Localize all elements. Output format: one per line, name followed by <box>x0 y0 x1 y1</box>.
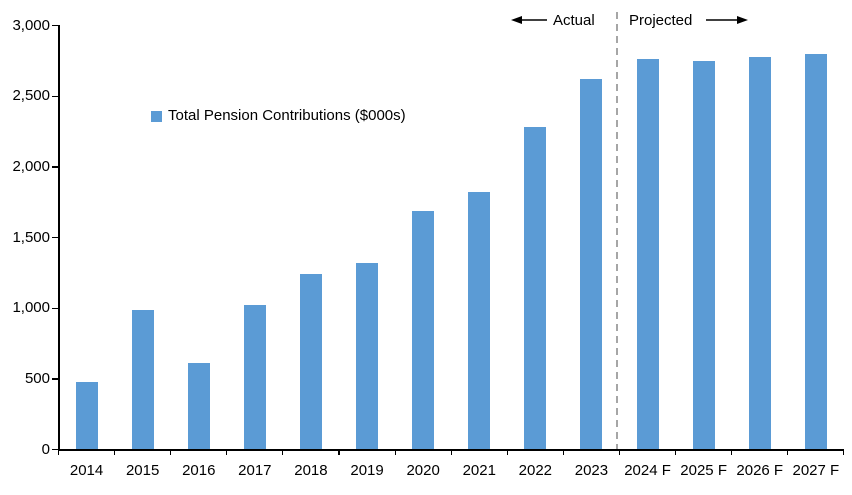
projected-right-arrow-icon <box>706 16 748 24</box>
bar-2019 <box>356 262 379 450</box>
bar-2024-f <box>636 59 659 450</box>
y-axis-tick <box>52 307 59 309</box>
x-axis-tick-label: 2022 <box>518 462 553 479</box>
bar-2015 <box>131 309 154 450</box>
bar-2027-f <box>804 53 827 450</box>
x-axis-tick <box>562 450 564 455</box>
x-axis-tick <box>618 450 621 455</box>
x-axis-tick <box>506 450 508 455</box>
bar-2014 <box>75 382 98 450</box>
x-axis-tick <box>170 450 172 455</box>
x-axis-tick-label: 2016 <box>182 462 216 479</box>
y-axis-tick <box>52 378 59 380</box>
x-axis-tick <box>338 450 340 455</box>
x-axis-tick <box>731 450 733 455</box>
x-axis-tick <box>282 450 284 455</box>
y-axis-tick-label: 1,000 <box>12 299 50 317</box>
x-axis-tick-label: 2025 F <box>680 462 727 479</box>
x-axis-tick <box>843 450 845 455</box>
x-axis-tick-label: 2014 <box>69 462 104 479</box>
x-axis-tick <box>394 450 396 455</box>
legend-color-swatch-icon <box>151 110 162 122</box>
y-axis-tick <box>52 25 59 27</box>
x-axis-tick <box>675 450 677 455</box>
x-axis-line <box>58 449 844 451</box>
bar-2023 <box>580 79 603 450</box>
x-axis-tick-label: 2020 <box>406 462 440 479</box>
bar-2021 <box>468 192 491 450</box>
actual-left-arrow-icon <box>511 16 547 24</box>
x-axis-tick <box>787 450 789 455</box>
x-axis-tick-label: 2018 <box>294 462 328 479</box>
x-axis-tick-label: 2023 <box>574 462 609 479</box>
bar-2025-f <box>692 60 715 450</box>
legend-label: Total Pension Contributions ($000s) <box>168 107 406 124</box>
bar-2017 <box>243 305 266 450</box>
bar-2020 <box>412 210 435 450</box>
x-axis-tick <box>450 450 452 455</box>
actual-label: Actual <box>553 12 595 29</box>
y-axis-tick-label: 0 <box>41 440 50 458</box>
x-axis-tick <box>57 450 60 455</box>
x-axis-tick-label: 2019 <box>350 462 384 479</box>
y-axis-tick-label: 500 <box>24 369 50 387</box>
projected-label: Projected <box>629 12 693 29</box>
x-axis-tick-label: 2024 F <box>624 462 671 479</box>
bar-2026-f <box>748 56 771 450</box>
y-axis-tick-label: 3,000 <box>12 16 50 34</box>
y-axis-line <box>58 25 60 450</box>
x-axis-tick-label: 2015 <box>125 462 160 479</box>
x-axis-tick-label: 2027 F <box>792 462 840 479</box>
bar-2022 <box>524 127 547 450</box>
y-axis-tick <box>52 95 59 97</box>
y-axis-tick <box>52 449 59 451</box>
y-axis-tick-label: 2,500 <box>12 87 50 105</box>
x-axis-tick-label: 2017 <box>238 462 272 479</box>
x-axis-tick-label: 2026 F <box>736 462 784 479</box>
bar-2016 <box>187 363 210 450</box>
y-axis-tick-label: 1,500 <box>12 228 50 246</box>
y-axis-tick-label: 2,000 <box>12 157 50 175</box>
bar-2018 <box>299 274 322 450</box>
legend: Total Pension Contributions ($000s) <box>151 108 406 124</box>
x-axis-tick-label: 2021 <box>462 462 496 479</box>
actual-projected-divider-line <box>616 12 618 449</box>
y-axis-tick <box>52 237 59 239</box>
x-axis-tick <box>226 450 228 455</box>
x-axis-tick <box>114 450 116 455</box>
y-axis-tick <box>52 166 59 168</box>
